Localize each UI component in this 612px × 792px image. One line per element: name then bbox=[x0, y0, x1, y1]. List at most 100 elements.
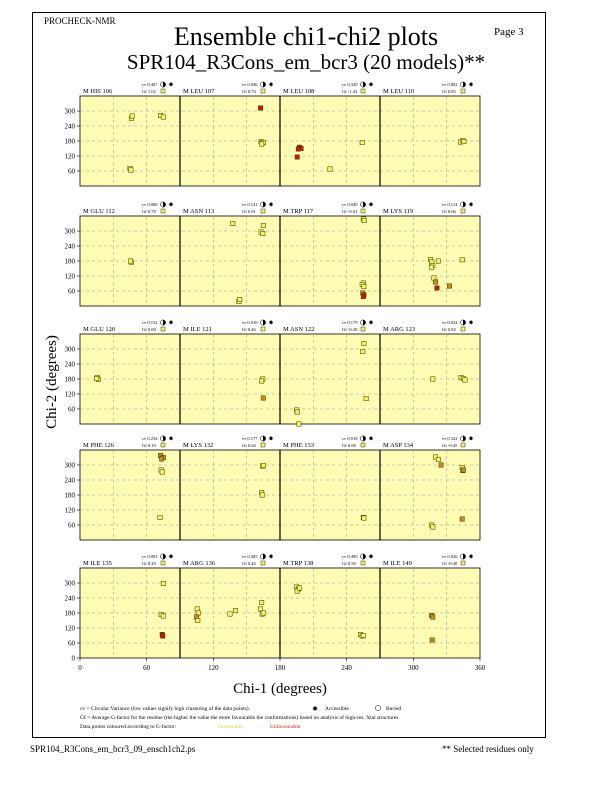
y-tick-label: 60 bbox=[68, 406, 76, 414]
data-point bbox=[435, 457, 441, 462]
data-point bbox=[438, 462, 444, 468]
y-tick-label: 60 bbox=[68, 288, 76, 296]
data-point bbox=[260, 223, 266, 228]
y-tick-label: 180 bbox=[65, 138, 76, 146]
y-tick-label: 300 bbox=[65, 580, 76, 588]
residue-label: M TRP 117 bbox=[283, 208, 314, 215]
data-point bbox=[360, 349, 366, 354]
gf-value: Gf 0.06 bbox=[442, 209, 456, 214]
data-point bbox=[128, 167, 134, 173]
data-point bbox=[160, 114, 166, 120]
data-point bbox=[194, 606, 200, 612]
data-point bbox=[260, 395, 266, 401]
cv-half-fill-icon bbox=[463, 553, 466, 560]
page-number: Page 3 bbox=[494, 26, 524, 38]
gf-value: Gf 0.29 bbox=[142, 561, 156, 566]
data-point bbox=[430, 524, 436, 530]
data-point bbox=[160, 633, 166, 639]
plot-subtitle: SPR104_R3Cons_em_bcr3 (20 models)** bbox=[126, 50, 486, 74]
data-point bbox=[195, 618, 201, 623]
legend-unfavourable-text: Unfavourable bbox=[270, 723, 301, 730]
gf-value: Gf -0.29 bbox=[342, 327, 358, 332]
accessible-star-icon: ✹ bbox=[268, 202, 273, 209]
accessible-star-icon: ✹ bbox=[468, 202, 473, 209]
accessible-star-icon: ✹ bbox=[168, 554, 173, 561]
residue-label: M ILE 121 bbox=[183, 326, 212, 333]
data-point bbox=[429, 637, 435, 643]
legend-accessible-icon: ✹ bbox=[312, 705, 318, 713]
data-point bbox=[434, 285, 440, 291]
gf-value: Gf 0.85 bbox=[442, 89, 456, 94]
data-point bbox=[233, 608, 239, 613]
y-tick-label: 240 bbox=[65, 243, 76, 251]
cv-value: cv 0.141 bbox=[242, 202, 258, 207]
data-point bbox=[446, 283, 452, 289]
cv-value: cv 0.177 bbox=[242, 436, 258, 441]
gf-value: Gf 0.01 bbox=[242, 209, 256, 214]
cv-value: cv 0.016 bbox=[242, 320, 258, 325]
gf-color-box bbox=[360, 442, 366, 448]
gf-color-box bbox=[260, 88, 266, 94]
y-tick-label: 60 bbox=[68, 522, 76, 530]
x-tick-label: 120 bbox=[208, 664, 219, 672]
data-point bbox=[159, 456, 165, 462]
accessible-star-icon: ✹ bbox=[268, 554, 273, 561]
gf-color-box bbox=[260, 326, 266, 332]
residue-label: M LEU 110 bbox=[383, 88, 414, 95]
residue-label: M ASP 134 bbox=[383, 442, 414, 449]
cv-half-fill-icon bbox=[163, 435, 166, 442]
data-point bbox=[431, 275, 437, 281]
y-tick-label: 300 bbox=[65, 108, 76, 116]
legend-gf-text: Gf = Average G-factor for the residue (t… bbox=[80, 714, 398, 721]
gf-color-box bbox=[260, 442, 266, 448]
y-axis-title: Chi-2 (degrees) bbox=[44, 335, 60, 429]
gf-value: Gf 0.44 bbox=[242, 561, 256, 566]
gf-value: Gf -0.40 bbox=[442, 561, 458, 566]
accessible-star-icon: ✹ bbox=[368, 202, 373, 209]
cv-value: cv 0.049 bbox=[342, 202, 358, 207]
x-axis-title: Chi-1 (degrees) bbox=[233, 681, 327, 697]
data-point bbox=[433, 279, 439, 285]
data-point bbox=[428, 264, 434, 270]
y-tick-label: 120 bbox=[65, 273, 76, 281]
gf-value: Gf 0.18 bbox=[142, 443, 156, 448]
cv-value: cv 0.179 bbox=[342, 320, 358, 325]
cv-half-fill-icon bbox=[163, 81, 166, 88]
data-point bbox=[157, 515, 163, 520]
residue-label: M ARG 123 bbox=[383, 326, 415, 333]
data-point bbox=[129, 113, 135, 119]
residue-label: M TRP 138 bbox=[283, 560, 313, 567]
data-point bbox=[227, 611, 233, 617]
data-point bbox=[461, 139, 467, 144]
plot-title: Ensemble chi1-chi2 plots bbox=[173, 22, 439, 51]
legend-cv-text: cv = Circular Variance (low values signi… bbox=[80, 705, 251, 712]
cv-value: cv 0.320 bbox=[342, 82, 358, 87]
accessible-star-icon: ✹ bbox=[368, 436, 373, 443]
y-tick-label: 180 bbox=[65, 376, 76, 384]
data-point bbox=[361, 341, 367, 346]
y-tick-label: 60 bbox=[68, 168, 76, 176]
cv-half-fill-icon bbox=[163, 319, 166, 326]
cv-value: cv 0.093 bbox=[142, 554, 158, 559]
data-point bbox=[260, 463, 266, 468]
data-point bbox=[258, 105, 264, 111]
cv-value: cv 0.018 bbox=[342, 436, 358, 441]
gf-color-box bbox=[460, 208, 466, 214]
residue-label: M ASN 122 bbox=[283, 326, 314, 333]
data-point bbox=[294, 409, 300, 415]
cv-half-fill-icon bbox=[363, 201, 366, 208]
cv-value: cv 0.000 bbox=[142, 202, 158, 207]
data-point bbox=[360, 294, 366, 299]
gf-color-box bbox=[360, 208, 366, 214]
data-point bbox=[160, 613, 166, 619]
data-point bbox=[295, 146, 301, 152]
data-point bbox=[361, 515, 367, 521]
data-point bbox=[296, 585, 302, 591]
y-tick-label: 240 bbox=[65, 477, 76, 485]
data-point bbox=[296, 421, 302, 427]
data-point bbox=[259, 600, 265, 605]
accessible-star-icon: ✹ bbox=[168, 320, 173, 327]
data-point bbox=[433, 454, 439, 460]
gf-color-box bbox=[360, 560, 366, 566]
